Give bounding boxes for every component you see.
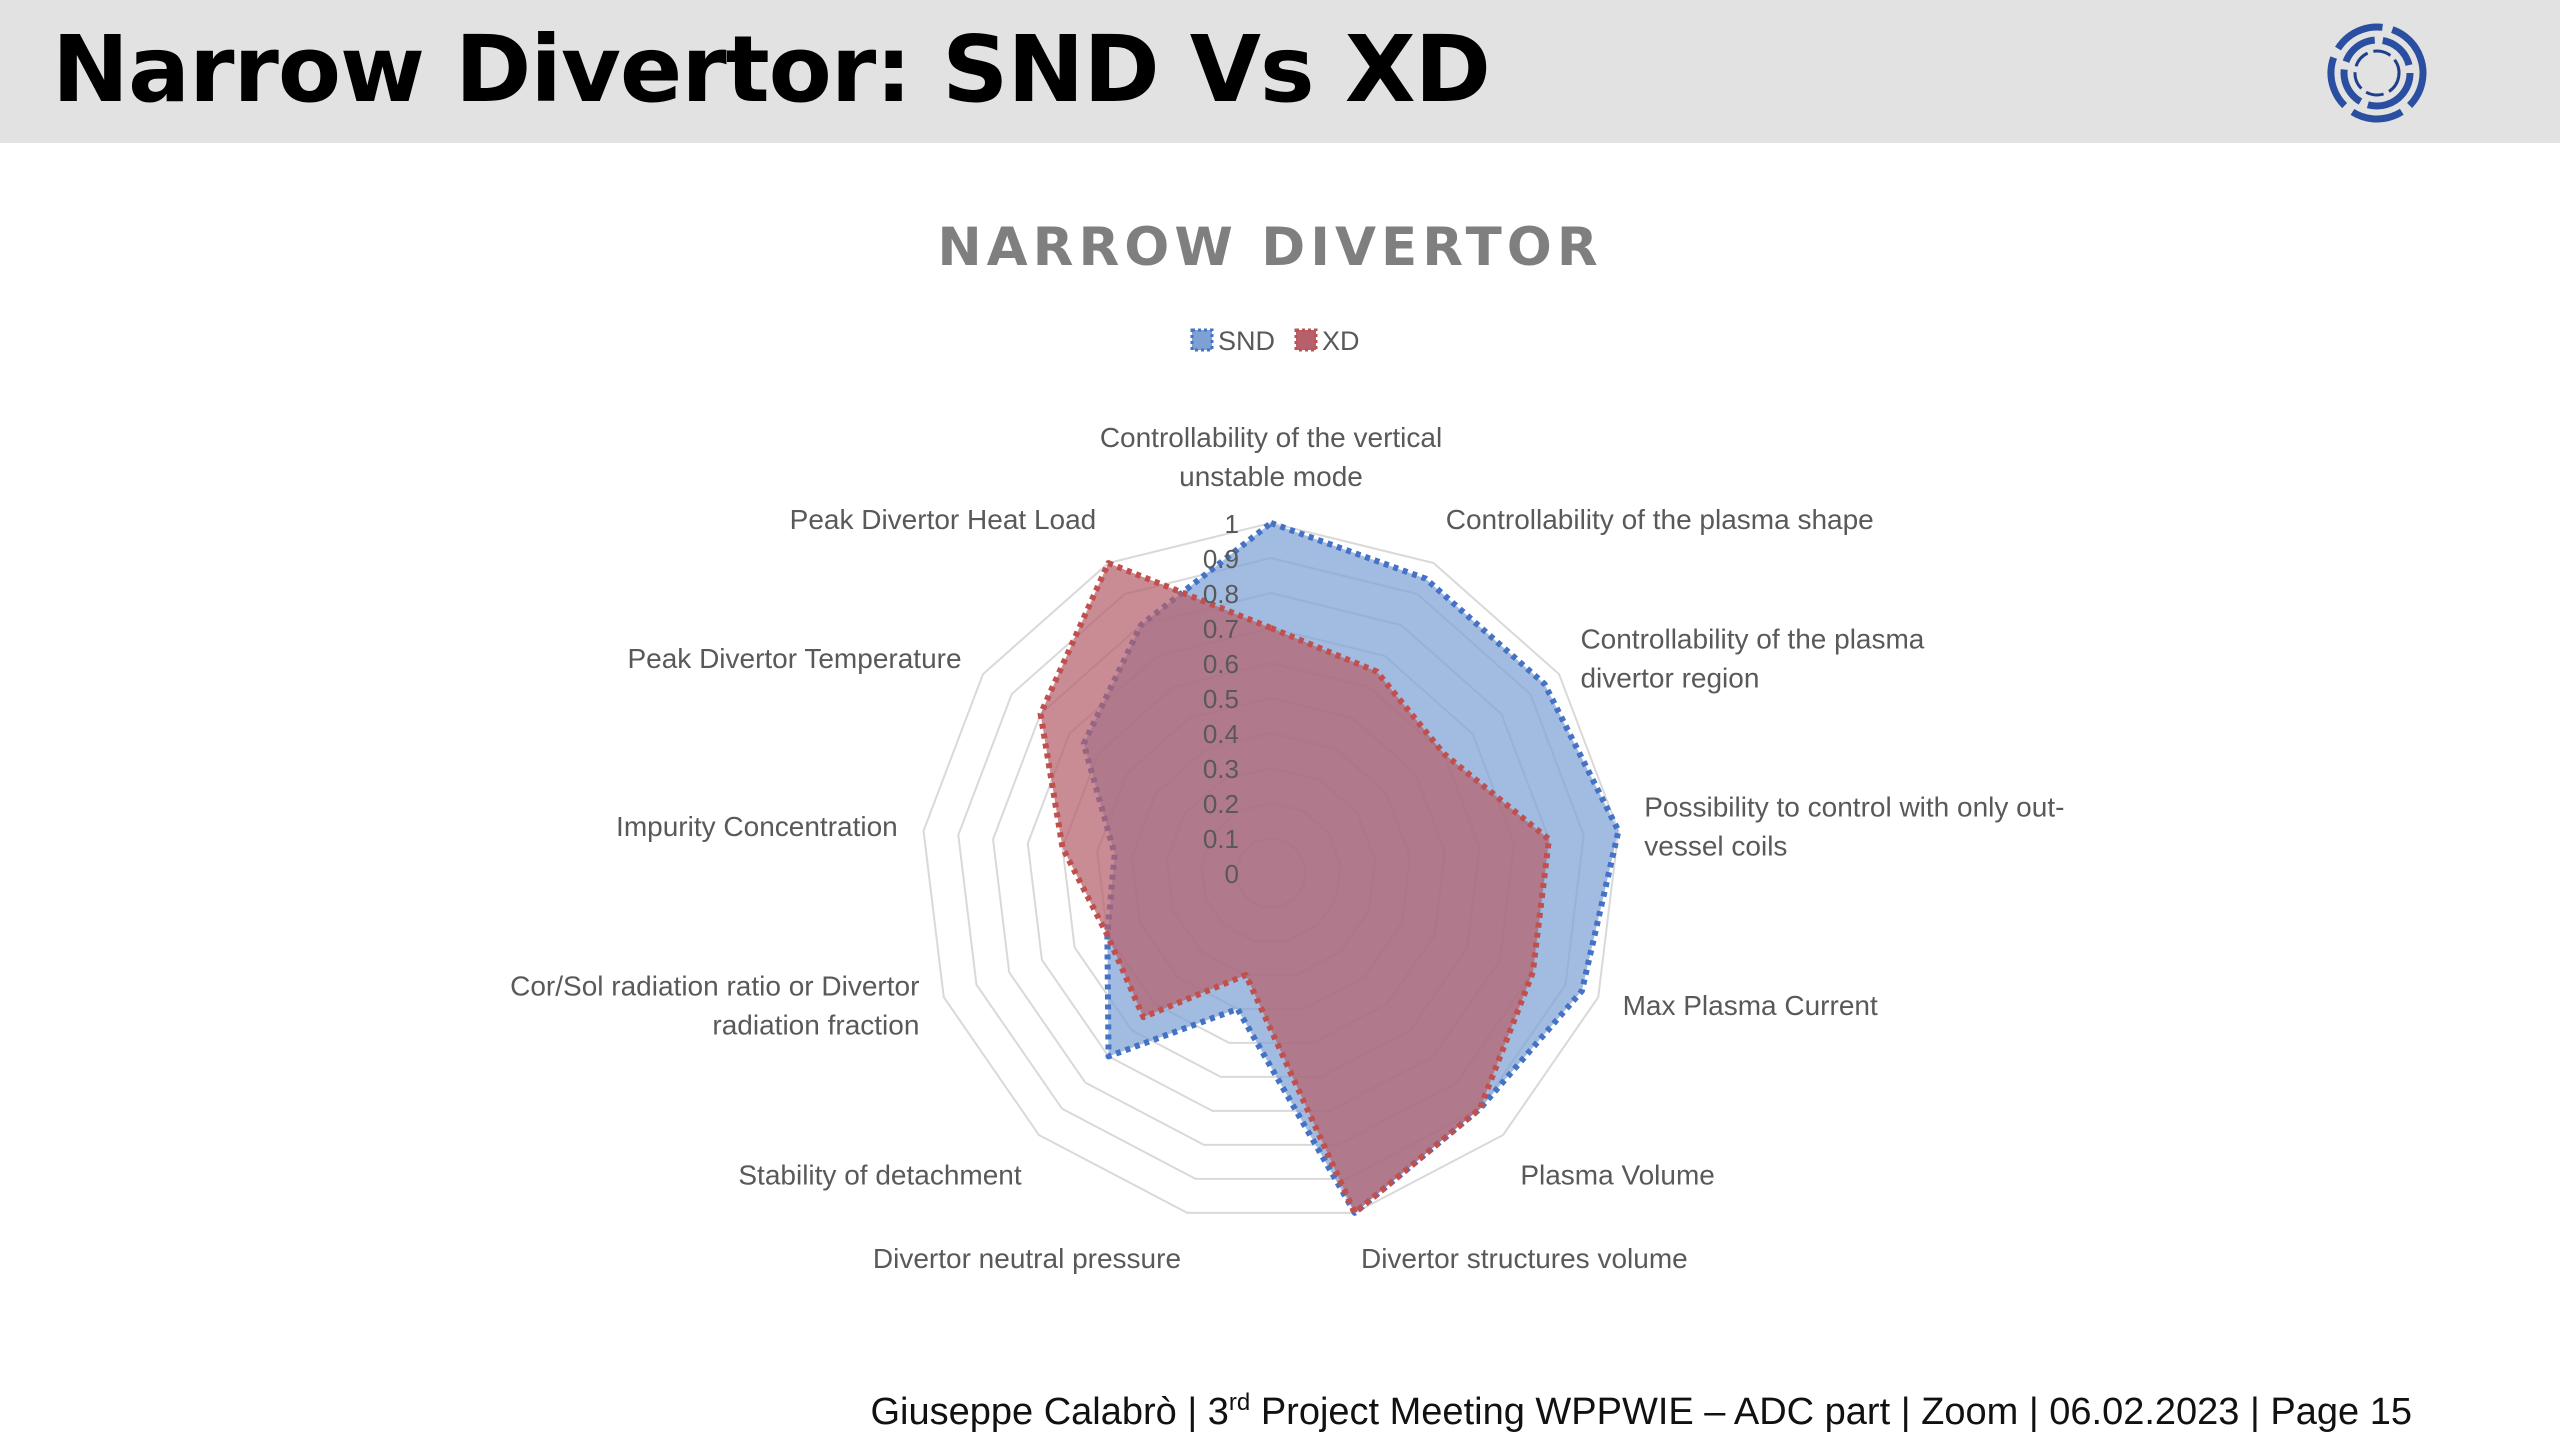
footer-text: Giuseppe Calabrò | 3rd Project Meeting W… [871, 1380, 2413, 1435]
category-label: Divertor structures volume [1361, 1243, 1688, 1274]
series-area-xd [1037, 560, 1552, 1216]
tick-label: 1 [1225, 509, 1239, 539]
radar-tick-labels: 0 0.1 0.2 0.3 0.4 0.5 0.6 0.7 0.8 0.9 1 [1203, 509, 1239, 889]
tick-label: 0.5 [1203, 684, 1239, 714]
ring-logo-icon [2327, 23, 2427, 123]
radar-chart: 0 0.1 0.2 0.3 0.4 0.5 0.6 0.7 0.8 0.9 1 Controllab… [510, 217, 2064, 1274]
legend-label-xd: XD [1322, 326, 1360, 356]
category-label: Divertor neutral pressure [873, 1243, 1181, 1274]
grid-ring [922, 521, 1620, 1214]
legend-label-snd: SND [1218, 326, 1275, 356]
chart-title: NARROW DIVERTOR [937, 217, 1602, 278]
legend-swatch-snd [1190, 328, 1214, 352]
category-label: Max Plasma Current [1623, 990, 1878, 1021]
footer-event: Project Meeting WPPWIE – ADC part | Zoom… [1250, 1391, 2412, 1433]
footer-author: Giuseppe Calabrò | 3 [870, 1391, 1229, 1433]
category-label: Controllability of the vertical unstable … [1100, 422, 1442, 492]
category-label: Impurity Concentration [616, 811, 898, 842]
tick-label: 0.6 [1203, 649, 1239, 679]
category-label: Possibility to control with only out-ves… [1644, 792, 2064, 862]
tick-label: 0.2 [1203, 789, 1239, 819]
category-label: Cor/Sol radiation ratio or Divertor radia… [510, 970, 919, 1040]
tick-label: 0.9 [1203, 544, 1239, 574]
radar-series [1037, 520, 1622, 1216]
tick-label: 0.4 [1203, 719, 1239, 749]
category-label: Stability of detachment [738, 1159, 1021, 1190]
tick-label: 0 [1225, 859, 1239, 889]
tick-label: 0.1 [1203, 824, 1239, 854]
category-label: Plasma Volume [1520, 1159, 1715, 1190]
category-label: Peak Divertor Temperature [627, 643, 961, 674]
tick-label: 0.8 [1203, 579, 1239, 609]
category-label: Controllability of the plasma divertor re… [1580, 623, 1924, 693]
slide-header: Narrow Divertor: SND Vs XD [0, 0, 2560, 143]
tick-label: 0.3 [1203, 754, 1239, 784]
tick-label: 0.7 [1203, 614, 1239, 644]
footer-ordinal-suffix: rd [1228, 1389, 1251, 1416]
category-label: Controllability of the plasma shape [1446, 504, 1874, 535]
legend-swatch-xd [1294, 328, 1318, 352]
radar-category-labels: Controllability of the vertical unstable … [510, 422, 2064, 1274]
category-label: Peak Divertor Heat Load [790, 504, 1097, 535]
slide-title: Narrow Divertor: SND Vs XD [52, 16, 1491, 123]
chart-legend: SND XD [1190, 326, 1360, 356]
